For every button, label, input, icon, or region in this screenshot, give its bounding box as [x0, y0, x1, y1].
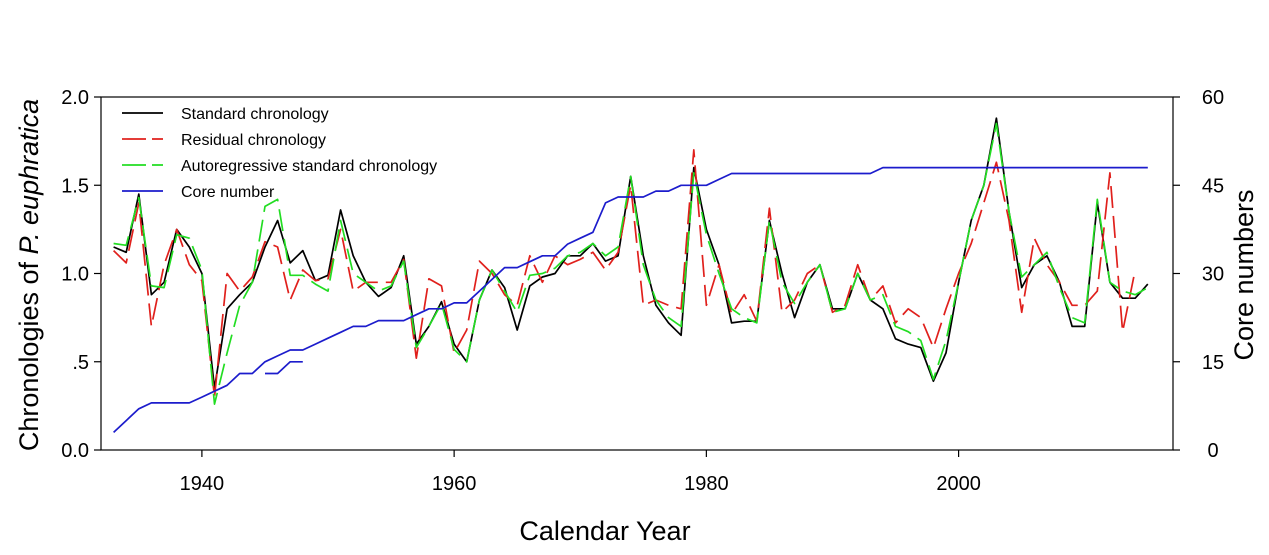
x-axis: 1940 1960 1980 2000 [180, 450, 981, 495]
y-right-tick-label-0: 0 [1207, 440, 1218, 462]
legend-label-3: Core number [181, 184, 275, 201]
x-axis-title: Calendar Year [519, 516, 690, 546]
series-line-3 [113, 166, 1148, 434]
x-tick-label-0: 1940 [180, 473, 225, 495]
series-line-1 [113, 149, 1137, 398]
y-right-tick-label-3: 45 [1202, 175, 1224, 197]
y-axis-left-title-main: Chronologies of [14, 255, 44, 452]
legend: Standard chronology Residual chronology Au… [122, 106, 437, 201]
y-axis-left-title: Chronologies of P. euphratica [14, 99, 44, 451]
y-axis-left-title-species: P. euphratica [14, 99, 44, 255]
legend-label-1: Residual chronology [181, 132, 326, 149]
x-tick-label-2: 1980 [684, 473, 729, 495]
y-left-tick-label-1: .5 [72, 352, 89, 374]
y-left-tick-label-0: 0.0 [61, 440, 89, 462]
series-line-4 [265, 360, 303, 375]
y-right-tick-label-1: 15 [1202, 352, 1224, 374]
y-left-tick-label-2: 1.0 [61, 264, 89, 286]
plot-lines [113, 117, 1149, 434]
y-left-tick-label-3: 1.5 [61, 175, 89, 197]
x-tick-label-3: 2000 [936, 473, 981, 495]
plot-frame [100, 96, 1174, 451]
legend-label-2: Autoregressive standard chronology [181, 158, 437, 175]
y-axis-right-title: Core numbers [1229, 189, 1259, 360]
y-right-tick-label-4: 60 [1202, 87, 1224, 109]
y-axis-left: 0.0 .5 1.0 1.5 2.0 [61, 87, 101, 462]
y-right-tick-label-2: 30 [1202, 264, 1224, 286]
legend-label-0: Standard chronology [181, 106, 329, 123]
y-axis-right: 0 15 30 45 60 [1173, 87, 1224, 462]
x-tick-label-1: 1960 [432, 473, 477, 495]
y-left-tick-label-4: 2.0 [61, 87, 89, 109]
series-line-2 [113, 122, 1149, 405]
